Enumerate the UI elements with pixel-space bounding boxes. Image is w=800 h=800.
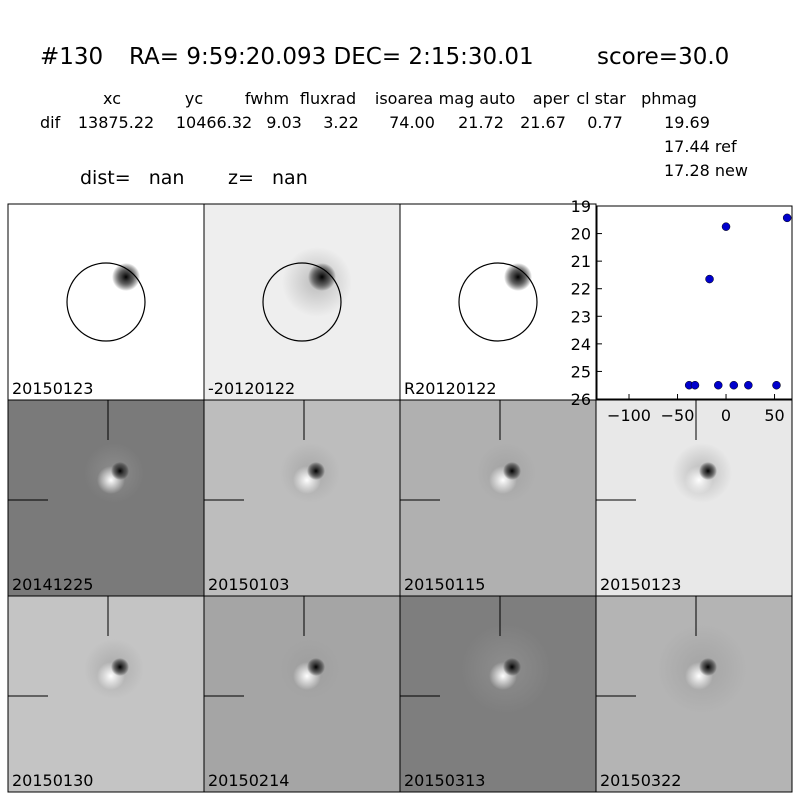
- source: [503, 658, 521, 676]
- column-header: phmag: [641, 89, 697, 108]
- coordinates: RA= 9:59:20.093 DEC= 2:15:30.01: [129, 44, 534, 70]
- data-point: [721, 222, 731, 231]
- stamp: -20120122: [203, 203, 401, 401]
- y-tick-label: 23: [571, 307, 591, 326]
- source: [111, 658, 129, 676]
- aperture: [458, 262, 538, 342]
- stamp-label: 20150123: [600, 575, 681, 594]
- stamp: 20150123: [7, 203, 205, 401]
- data-point: [705, 274, 714, 284]
- column-header: xc: [103, 89, 121, 108]
- table-cell: 74.00: [389, 113, 435, 132]
- y-tick-label: 22: [571, 280, 591, 299]
- y-tick-label: 21: [571, 252, 591, 271]
- x-tick-label: 0: [721, 406, 731, 425]
- y-tick-label: 19: [571, 197, 591, 216]
- score: score=30.0: [597, 44, 729, 70]
- x-tick-label: −50: [661, 406, 695, 425]
- column-header: fwhm: [245, 89, 289, 108]
- column-header: cl star: [576, 89, 626, 108]
- table-cell: 3.22: [323, 113, 359, 132]
- data-point: [729, 380, 739, 390]
- redshift: z= nan: [228, 167, 308, 189]
- aperture: [262, 262, 342, 342]
- x-tick-label: −100: [607, 406, 651, 425]
- stamp-image: [399, 203, 597, 401]
- y-tick-label: 24: [571, 335, 591, 354]
- new-mag: 17.28 new: [664, 161, 748, 180]
- table-cell: 10466.32: [176, 113, 252, 132]
- column-header: yc: [185, 89, 203, 108]
- column-header: aper: [533, 89, 570, 108]
- stamp: 20150115: [399, 399, 597, 597]
- table-cell: 21.67: [520, 113, 566, 132]
- stamp-label: -20120122: [208, 379, 295, 398]
- source: [699, 462, 717, 480]
- ref-mag: 17.44 ref: [664, 137, 737, 156]
- candidate-id: #130: [40, 44, 103, 70]
- source: [504, 263, 532, 291]
- y-tick-label: 26: [571, 390, 591, 409]
- source: [308, 263, 336, 291]
- stamp: 20150214: [203, 595, 401, 793]
- stamp: 20150130: [7, 595, 205, 793]
- data-point: [744, 380, 753, 390]
- data-point: [714, 380, 723, 390]
- stamp-label: R20120122: [404, 379, 497, 398]
- stamp: 20150123: [595, 399, 793, 597]
- stamp: 20150313: [399, 595, 597, 793]
- column-header: isoarea: [375, 89, 433, 108]
- stamp-label: 20150214: [208, 771, 289, 790]
- table-cell: 0.77: [587, 113, 623, 132]
- stamp-label: 20150130: [12, 771, 93, 790]
- data-point: [772, 380, 781, 390]
- stamp: 20150322: [595, 595, 793, 793]
- table-cell: 13875.22: [78, 113, 154, 132]
- source: [112, 263, 140, 291]
- source: [307, 658, 325, 676]
- stamp-label: 20150103: [208, 575, 289, 594]
- table-cell: 19.69: [664, 113, 710, 132]
- stamp-label: 20150115: [404, 575, 485, 594]
- stamp-label: 20150313: [404, 771, 485, 790]
- y-tick-label: 25: [571, 362, 591, 381]
- data-point: [782, 213, 792, 223]
- source: [503, 462, 521, 480]
- source: [307, 462, 325, 480]
- data-point: [690, 380, 700, 390]
- stamp: 20141225: [7, 399, 205, 597]
- dist: dist= nan: [80, 167, 184, 189]
- stamp: 20150103: [203, 399, 401, 597]
- column-header: fluxrad: [300, 89, 356, 108]
- table-cell: 21.72: [458, 113, 504, 132]
- stamp-label: 20150123: [12, 379, 93, 398]
- plot-area: [596, 205, 793, 400]
- x-tick-label: 50: [764, 406, 784, 425]
- table-cell: 9.03: [266, 113, 302, 132]
- aperture: [66, 262, 146, 342]
- source: [699, 658, 717, 676]
- stamp-label: 20141225: [12, 575, 93, 594]
- source: [111, 462, 129, 480]
- column-header: mag auto: [439, 89, 516, 108]
- stamp: R20120122: [399, 203, 597, 401]
- row-label: dif: [40, 113, 61, 132]
- stamp-image: [7, 203, 205, 401]
- y-tick-label: 20: [571, 225, 591, 244]
- stamp-label: 20150322: [600, 771, 681, 790]
